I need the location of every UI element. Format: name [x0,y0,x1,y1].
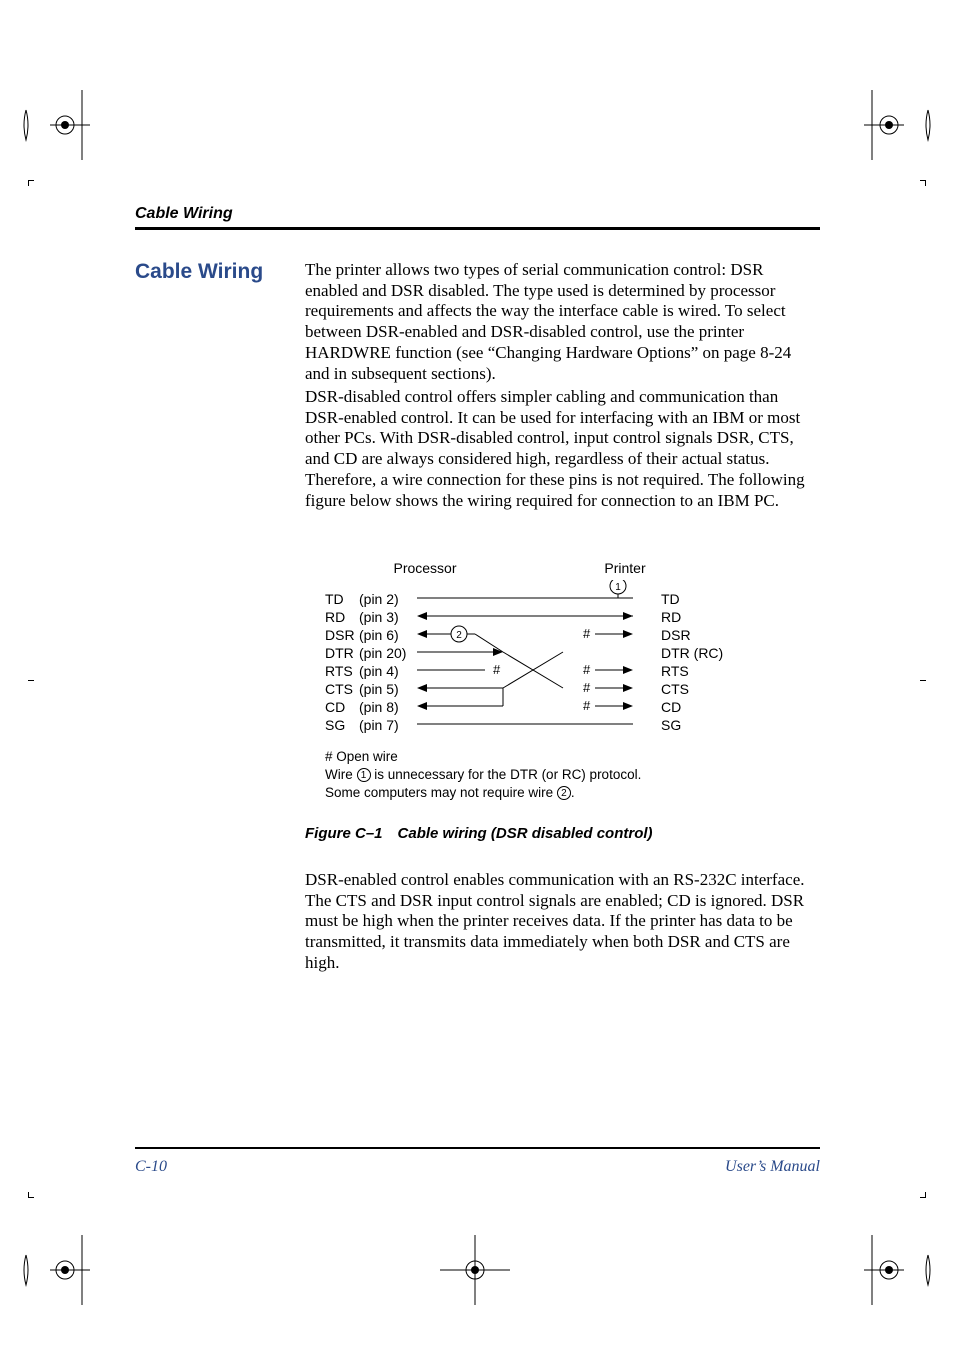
rule-top [135,227,820,230]
footer-page-number: C-10 [135,1158,167,1176]
corner-tick [920,180,926,186]
crop-mark-tl [20,90,90,160]
page: Cable Wiring Cable Wiring The printer al… [0,0,954,1351]
corner-tick [28,1192,34,1198]
rule-bottom [135,1147,820,1149]
figure-header-printer: Printer [525,560,725,576]
figure-note-2: Wire 1 is unnecessary for the DTR (or RC… [325,766,725,784]
figure-c1: Processor Printer 1 [305,560,820,842]
figure-notes: # Open wire Wire 1 is unnecessary for th… [325,748,725,803]
crop-mark-bc [440,1235,510,1305]
corner-tick [920,1192,926,1198]
corner-tick [920,680,926,681]
section-title: Cable Wiring [135,260,285,284]
figure-note-1: # Open wire [325,748,725,766]
figure-header-processor: Processor [325,560,525,576]
running-head: Cable Wiring [135,205,233,223]
paragraph-2: DSR-disabled control offers simpler cabl… [305,387,820,511]
paragraph-3: DSR-enabled control enables communicatio… [305,870,820,974]
footer-manual-title: User’s Manual [725,1158,820,1176]
figure-note-3: Some computers may not require wire 2. [325,784,725,802]
corner-tick [28,680,34,681]
figure-caption: Figure C–1 Cable wiring (DSR disabled co… [305,825,820,842]
crop-mark-bl [20,1235,90,1305]
corner-tick [28,180,34,186]
crop-mark-tr [864,90,934,160]
crop-mark-br [864,1235,934,1305]
paragraph-1: The printer allows two types of serial c… [305,260,820,384]
